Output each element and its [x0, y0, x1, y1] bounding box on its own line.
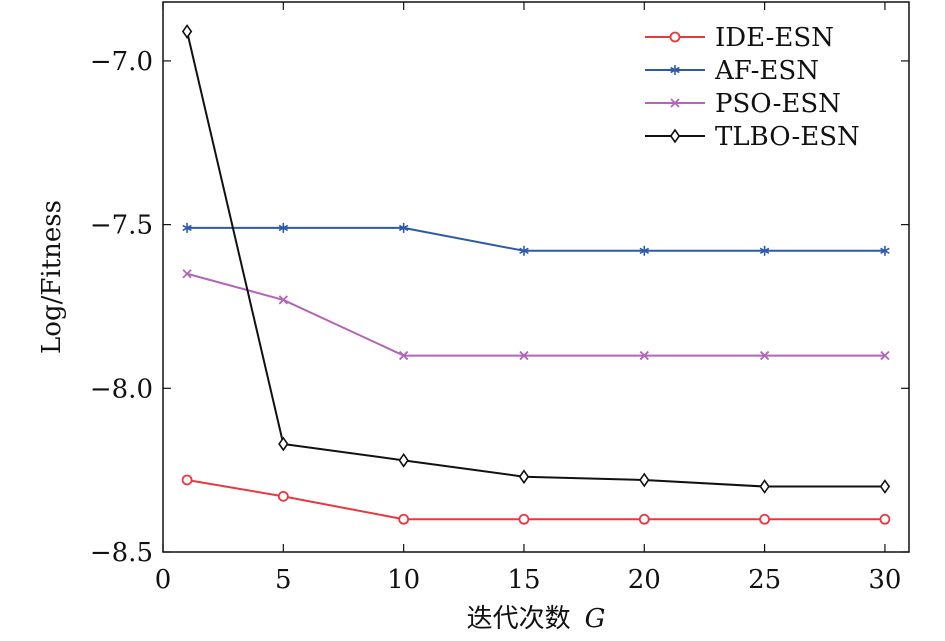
data-point	[519, 245, 529, 256]
data-point	[879, 479, 891, 494]
data-point	[182, 222, 192, 233]
data-point	[880, 350, 890, 361]
series-line	[186, 272, 885, 357]
data-point	[277, 490, 289, 502]
data-point	[399, 350, 409, 361]
legend-label: PSO-ESN	[715, 89, 841, 119]
series-af-esn	[182, 222, 890, 256]
series-layer	[181, 24, 891, 525]
series-tlbo-esn	[181, 24, 891, 494]
data-point	[278, 295, 288, 305]
x-axis-title-text: 迭代次数	[467, 604, 571, 634]
y-tick-label: −8.0	[90, 374, 153, 404]
series-ide-esn	[181, 474, 891, 525]
legend-marker	[670, 65, 680, 75]
data-point	[398, 452, 409, 468]
x-tick-label: 20	[628, 565, 661, 595]
data-point	[181, 474, 193, 486]
data-point	[639, 245, 650, 256]
data-point	[759, 350, 770, 361]
data-point	[759, 479, 770, 494]
data-point	[880, 245, 890, 256]
x-tick-label: 5	[275, 565, 292, 595]
y-axis: −7.0 −7.5 −8.0 −8.5	[90, 47, 909, 568]
plot-frame	[162, 1, 910, 553]
data-point	[278, 222, 289, 233]
x-axis-title: 迭代次数 G	[467, 604, 606, 634]
data-point	[518, 469, 530, 485]
legend-entry: TLBO-ESN	[645, 122, 860, 152]
data-point	[639, 472, 650, 488]
data-point	[278, 436, 289, 452]
series-pso-esn	[182, 269, 890, 361]
x-axis-title-variable: G	[585, 604, 606, 634]
series-line	[187, 226, 885, 252]
data-point	[518, 513, 530, 525]
legend-entry: AF-ESN	[645, 56, 819, 86]
x-tick-label: 15	[507, 565, 540, 595]
y-axis-title: Log/Fitness	[37, 200, 67, 354]
legend-label: IDE-ESN	[715, 23, 834, 53]
data-point	[398, 513, 410, 525]
x-tick-label: 30	[868, 565, 901, 595]
x-axis: 0 5 10 15 20 25 30	[155, 2, 901, 595]
data-point	[638, 513, 650, 525]
legend-marker	[669, 128, 681, 144]
legend-marker	[670, 98, 680, 108]
legend-entry: PSO-ESN	[645, 89, 841, 119]
legend-label: AF-ESN	[714, 56, 819, 86]
y-tick-label: −7.5	[90, 211, 153, 241]
data-point	[759, 513, 771, 525]
data-point	[181, 24, 193, 39]
data-point	[639, 350, 649, 361]
data-point	[519, 350, 529, 361]
x-tick-label: 25	[748, 565, 781, 595]
y-tick-label: −8.5	[90, 538, 153, 568]
x-tick-label: 10	[387, 565, 420, 595]
legend-marker	[669, 31, 681, 43]
legend-entry: IDE-ESN	[645, 23, 834, 53]
data-point	[879, 513, 891, 525]
legend-label: TLBO-ESN	[715, 122, 860, 152]
data-point	[182, 269, 192, 279]
data-point	[398, 222, 409, 233]
y-tick-label: −7.0	[90, 47, 153, 77]
data-point	[759, 245, 770, 256]
x-tick-label: 0	[155, 565, 172, 595]
